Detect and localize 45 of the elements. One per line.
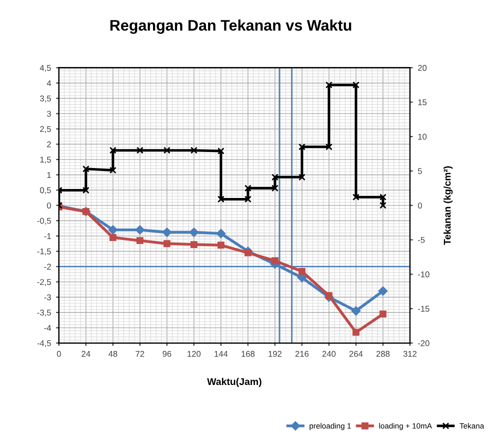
x-tick-label: 120 bbox=[188, 350, 201, 357]
y-tick-label: 3,5 bbox=[40, 96, 51, 102]
x-tick-label: 96 bbox=[162, 350, 172, 357]
x-tick-label: 48 bbox=[108, 350, 118, 357]
y-tick-label: 0,5 bbox=[40, 187, 51, 194]
y-tick-label: 4,5 bbox=[40, 65, 51, 72]
y-tick-label: 1 bbox=[47, 172, 51, 178]
y-tick-label: -4 bbox=[44, 325, 52, 331]
x-tick-label: 264 bbox=[349, 350, 363, 357]
y-tick-label: 2 bbox=[47, 141, 51, 148]
y2-tick-label: -5 bbox=[418, 237, 425, 243]
y-tick-label: 3 bbox=[46, 110, 51, 117]
y2-tick-label: 10 bbox=[418, 134, 427, 140]
x-tick-label: 24 bbox=[82, 350, 90, 357]
chart-title: Regangan Dan Tekanan vs Waktu bbox=[110, 20, 352, 34]
y2-tick-label: -15 bbox=[418, 306, 430, 312]
x-tick-label: 144 bbox=[214, 350, 228, 357]
x-tick-label: 216 bbox=[295, 350, 309, 357]
y-tick-label: 1,5 bbox=[40, 156, 51, 164]
y2-tick-label: -10 bbox=[418, 271, 430, 278]
y2-tick-label: -20 bbox=[418, 340, 430, 346]
x-tick-label: 288 bbox=[376, 350, 390, 357]
x-axis-title: Waktu(Jam) bbox=[207, 378, 262, 387]
x-tick-label: 168 bbox=[242, 350, 255, 357]
x-tick-label: 0 bbox=[56, 350, 61, 357]
y2-tick-label: 0 bbox=[418, 202, 422, 208]
y-tick-label: -3,5 bbox=[37, 310, 51, 317]
y-tick-label: -4,5 bbox=[37, 340, 51, 348]
x-tick-label: 240 bbox=[322, 350, 336, 357]
y2-tick-label: 5 bbox=[418, 168, 422, 174]
y-tick-label: -2 bbox=[44, 264, 51, 270]
y-tick-label: -1 bbox=[44, 233, 51, 239]
x-tick-label: 72 bbox=[136, 350, 144, 357]
y2-tick-label: 20 bbox=[418, 64, 427, 71]
x-tick-label: 192 bbox=[268, 350, 282, 357]
y-tick-label: 2,5 bbox=[40, 126, 51, 133]
y-tick-label: 0 bbox=[46, 202, 51, 208]
x-tick-label: 312 bbox=[403, 350, 417, 357]
y-tick-label: -0,5 bbox=[37, 218, 51, 225]
y2-axis-title: Tekanan (kg/cm²) bbox=[444, 166, 453, 245]
y-tick-label: -3 bbox=[44, 294, 51, 300]
y-tick-label: -2,5 bbox=[37, 279, 51, 286]
y-tick-label: -1,5 bbox=[37, 248, 51, 256]
y-tick-label: 4 bbox=[46, 80, 52, 86]
y2-tick-label: 15 bbox=[418, 99, 427, 106]
